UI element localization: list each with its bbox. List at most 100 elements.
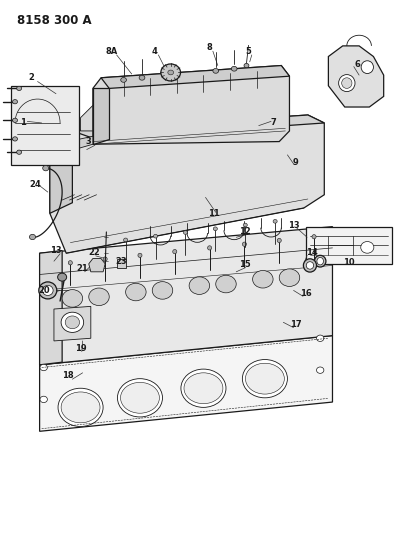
Ellipse shape [89,288,109,305]
Text: 22: 22 [88,248,100,257]
Text: 14: 14 [306,248,318,257]
Ellipse shape [61,392,100,423]
Polygon shape [39,227,332,365]
Text: 8: 8 [207,43,212,52]
Ellipse shape [103,257,107,261]
Ellipse shape [243,223,247,227]
Ellipse shape [253,270,273,288]
Polygon shape [191,99,232,125]
Ellipse shape [40,396,47,402]
Ellipse shape [173,249,177,254]
Polygon shape [68,136,93,155]
Ellipse shape [361,61,374,74]
Ellipse shape [126,283,146,301]
Ellipse shape [168,70,173,75]
Ellipse shape [273,220,277,223]
Text: 16: 16 [300,288,312,297]
Ellipse shape [139,75,145,80]
Ellipse shape [316,367,324,373]
Polygon shape [54,306,91,341]
Text: 19: 19 [75,344,86,353]
Polygon shape [101,66,289,88]
Text: 5: 5 [245,47,252,55]
Ellipse shape [181,369,226,407]
Ellipse shape [17,150,22,155]
Ellipse shape [317,257,323,265]
Polygon shape [39,336,332,431]
Polygon shape [136,102,177,128]
Text: 8A: 8A [105,47,118,55]
Ellipse shape [40,365,47,370]
Ellipse shape [312,235,316,239]
Polygon shape [39,251,62,365]
Ellipse shape [61,312,84,333]
Ellipse shape [279,269,300,286]
Ellipse shape [152,281,173,299]
Text: 1: 1 [20,118,26,127]
Ellipse shape [242,242,247,246]
Ellipse shape [65,316,80,329]
Text: 10: 10 [343,258,355,266]
Ellipse shape [242,360,287,398]
Ellipse shape [244,63,249,68]
Text: 13: 13 [50,246,62,255]
Ellipse shape [303,259,316,272]
Ellipse shape [62,289,83,307]
Ellipse shape [68,261,72,265]
Text: 6: 6 [354,60,360,69]
Ellipse shape [213,68,219,73]
Polygon shape [118,259,126,268]
Text: 17: 17 [290,320,301,329]
Ellipse shape [30,235,36,240]
Polygon shape [247,96,287,122]
Text: 24: 24 [30,180,42,189]
Ellipse shape [216,275,236,293]
Ellipse shape [316,335,324,342]
Ellipse shape [58,273,67,281]
Ellipse shape [361,241,374,253]
Text: 13: 13 [288,221,299,230]
Ellipse shape [153,235,157,238]
Ellipse shape [124,238,128,242]
Text: 18: 18 [62,371,74,380]
Polygon shape [72,115,324,139]
Ellipse shape [161,64,180,81]
Text: 12: 12 [238,228,250,237]
Ellipse shape [39,282,57,299]
Polygon shape [50,131,72,213]
Text: 11: 11 [208,209,219,218]
Ellipse shape [42,285,53,295]
Ellipse shape [208,246,212,250]
Ellipse shape [13,118,18,123]
Ellipse shape [40,282,55,298]
Text: 9: 9 [293,158,298,167]
Polygon shape [328,46,384,107]
Text: 20: 20 [38,286,49,295]
Ellipse shape [184,373,223,403]
Ellipse shape [314,255,326,267]
Polygon shape [50,115,324,253]
Ellipse shape [339,75,355,92]
Ellipse shape [189,277,210,294]
Ellipse shape [213,227,217,231]
Polygon shape [89,259,105,272]
Text: 8158 300 A: 8158 300 A [17,14,92,27]
Ellipse shape [138,253,142,257]
Ellipse shape [231,66,237,71]
Ellipse shape [58,388,103,426]
Text: 23: 23 [116,257,127,265]
Ellipse shape [342,78,352,88]
Ellipse shape [118,378,162,417]
Polygon shape [93,66,289,144]
Text: 2: 2 [28,73,35,82]
Text: 7: 7 [270,118,276,127]
Text: 4: 4 [151,47,157,55]
Ellipse shape [17,86,22,91]
Ellipse shape [43,286,52,295]
Text: 21: 21 [77,264,88,273]
Ellipse shape [43,165,49,171]
Ellipse shape [306,262,314,269]
Polygon shape [93,88,109,144]
Text: 15: 15 [238,261,250,269]
Ellipse shape [245,364,284,394]
